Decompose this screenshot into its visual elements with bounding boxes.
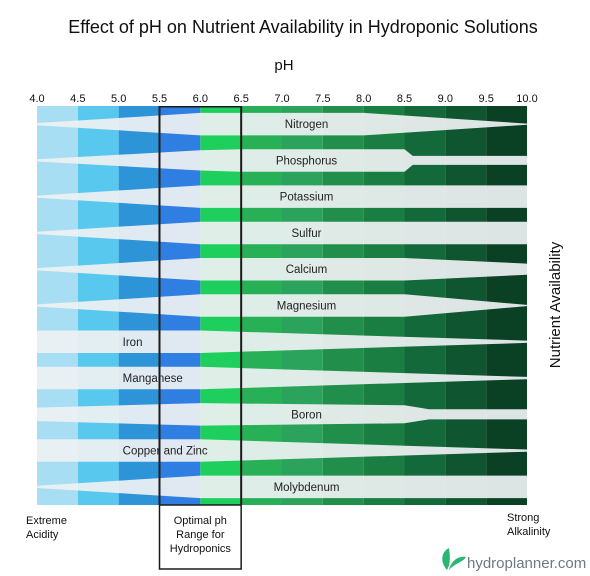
x-tick-label: 8.0 bbox=[356, 93, 371, 105]
x-tick-label: 5.0 bbox=[111, 93, 126, 105]
optimal-top-line bbox=[159, 106, 242, 108]
x-tick-label: 4.0 bbox=[29, 93, 44, 105]
series-label: Nitrogen bbox=[285, 119, 328, 131]
x-tick-label: 6.0 bbox=[193, 93, 208, 105]
optimal-label-text: Optimal ph bbox=[174, 515, 227, 527]
extreme-acidity-label: Acidity bbox=[26, 529, 59, 541]
optimal-label-text: Range for bbox=[176, 529, 225, 541]
optimal-range-marker: Optimal ph Range for Hydroponics bbox=[158, 106, 243, 570]
x-tick-label: 8.5 bbox=[397, 93, 412, 105]
optimal-label-text: Hydroponics bbox=[170, 543, 232, 555]
leaf-icon bbox=[442, 548, 450, 570]
brand-logo: hydroplanner.com bbox=[442, 548, 586, 572]
strong-alkalinity-label: Strong bbox=[507, 512, 539, 524]
x-tick-label: 10.0 bbox=[516, 93, 537, 105]
brand-text: hydroplanner.com bbox=[467, 555, 586, 572]
strong-alkalinity-label: Alkalinity bbox=[507, 526, 551, 538]
optimal-label-box bbox=[158, 504, 242, 570]
axis-end-notes: Extreme Acidity Strong Alkalinity bbox=[26, 512, 551, 541]
series-label: Molybdenum bbox=[274, 482, 340, 494]
series-label: Phosphorus bbox=[276, 155, 338, 167]
x-tick-label: 7.5 bbox=[315, 93, 330, 105]
series-label: Iron bbox=[123, 337, 143, 349]
extreme-acidity-label: Extreme bbox=[26, 515, 67, 527]
series-label: Boron bbox=[291, 409, 322, 421]
series-label: Copper and Zinc bbox=[123, 446, 208, 458]
x-tick-label: 6.5 bbox=[234, 93, 249, 105]
series-label: Manganese bbox=[123, 373, 183, 385]
x-tick-label: 9.0 bbox=[438, 93, 453, 105]
x-tick-label: 4.5 bbox=[70, 93, 85, 105]
series-label: Magnesium bbox=[277, 301, 336, 313]
y-axis-label: Nutrient Availability bbox=[547, 241, 564, 368]
x-tick-label: 7.0 bbox=[274, 93, 289, 105]
series-label: Potassium bbox=[280, 192, 334, 204]
x-axis-label: pH bbox=[274, 57, 293, 74]
x-tick-label: 5.5 bbox=[152, 93, 167, 105]
x-tick-label: 9.5 bbox=[479, 93, 494, 105]
x-axis-ticks: 4.0 4.5 5.0 5.5 6.0 6.5 7.0 7.5 8.0 8.5 9.0 9.5 10.0 bbox=[29, 93, 537, 105]
leaf-icon bbox=[449, 556, 466, 570]
series-label: Sulfur bbox=[291, 228, 321, 240]
series-label: Calcium bbox=[286, 264, 328, 276]
chart-title: Effect of pH on Nutrient Availability in… bbox=[68, 17, 538, 37]
